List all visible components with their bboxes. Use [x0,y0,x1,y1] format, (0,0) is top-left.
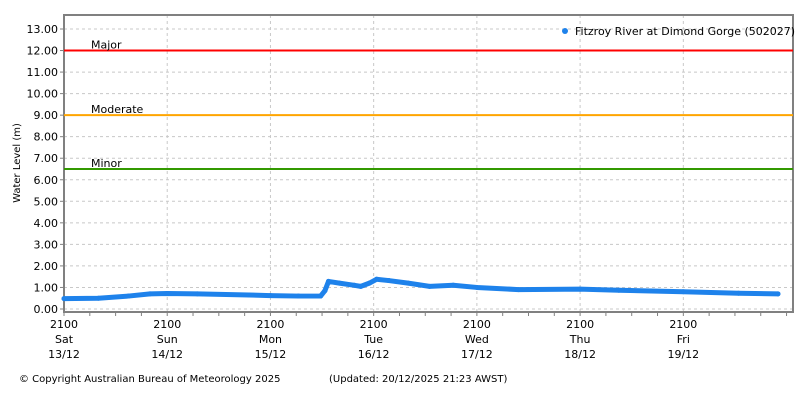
x-tick-date: 13/12 [48,348,80,361]
x-tick-day: Sun [157,333,178,346]
water-level-chart: 0.00 1.00 2.00 3.00 4.00 5.00 6.00 7.00 8.00 9.00… [12,14,795,361]
updated-text: (Updated: 20/12/2025 21:23 AWST) [329,374,508,385]
x-tick-time: 2100 [566,318,594,331]
data-point [194,291,200,297]
data-point [95,295,101,301]
data-point [61,296,67,302]
legend-label: Fitzroy River at Dimond Gorge (502027) [575,25,795,38]
threshold-label-moderate: Moderate [91,103,144,116]
x-tick-date: 14/12 [151,348,183,361]
data-point [147,291,153,297]
threshold-label-major: Major [91,39,122,52]
y-tick-label: 6.00 [34,174,59,187]
threshold-label-minor: Minor [91,157,122,170]
data-point [358,283,364,289]
data-point [267,293,273,299]
data-point [386,278,392,284]
y-tick-label: 5.00 [34,195,59,208]
x-tick-time: 2100 [463,318,491,331]
y-tick-label: 10.00 [27,88,59,101]
data-point [616,287,622,293]
x-tick-time: 2100 [669,318,697,331]
x-tick-time: 2100 [360,318,388,331]
x-tick-day: Wed [465,333,489,346]
y-tick-label: 4.00 [34,217,59,230]
y-tick-label: 9.00 [34,109,59,122]
x-tick-date: 19/12 [667,348,699,361]
y-tick-label: 0.00 [34,303,59,316]
x-tick-time: 2100 [50,318,78,331]
data-point [326,278,332,284]
data-point [577,286,583,292]
x-tick-day: Sat [55,333,74,346]
x-tick-date: 18/12 [564,348,596,361]
plot-frame [63,14,794,313]
x-tick-day: Tue [363,333,383,346]
data-point [351,282,357,288]
data-point [366,280,372,286]
data-point [515,287,521,293]
data-point [318,293,324,299]
copyright-text: © Copyright Australian Bureau of Meteoro… [19,374,281,385]
y-tick-label: 13.00 [27,23,59,36]
legend-marker [562,28,568,34]
data-point [474,284,480,290]
x-tick-day: Fri [677,333,690,346]
y-tick-label: 3.00 [34,238,59,251]
data-point [405,280,411,286]
y-axis-label: Water Level (m) [12,123,23,203]
data-point [164,290,170,296]
data-point [374,276,380,282]
x-tick-date: 17/12 [461,348,493,361]
x-tick-time: 2100 [256,318,284,331]
x-tick-date: 16/12 [358,348,390,361]
y-tick-label: 8.00 [34,131,59,144]
data-point [295,293,301,299]
x-tick-day: Mon [259,333,282,346]
data-point [322,288,328,294]
data-point [450,282,456,288]
data-point [336,280,342,286]
data-point [126,293,132,299]
y-tick-label: 12.00 [27,45,59,58]
data-point [246,292,252,298]
x-tick-day: Thu [569,333,591,346]
series-line [61,276,781,302]
data-point [680,289,686,295]
y-tick-label: 2.00 [34,260,59,273]
data-point [427,283,433,289]
y-tick-label: 11.00 [27,66,59,79]
x-tick-date: 15/12 [255,348,287,361]
y-tick-label: 1.00 [34,281,59,294]
data-point [775,291,781,297]
y-tick-label: 7.00 [34,152,59,165]
x-tick-time: 2100 [153,318,181,331]
data-point [736,290,742,296]
